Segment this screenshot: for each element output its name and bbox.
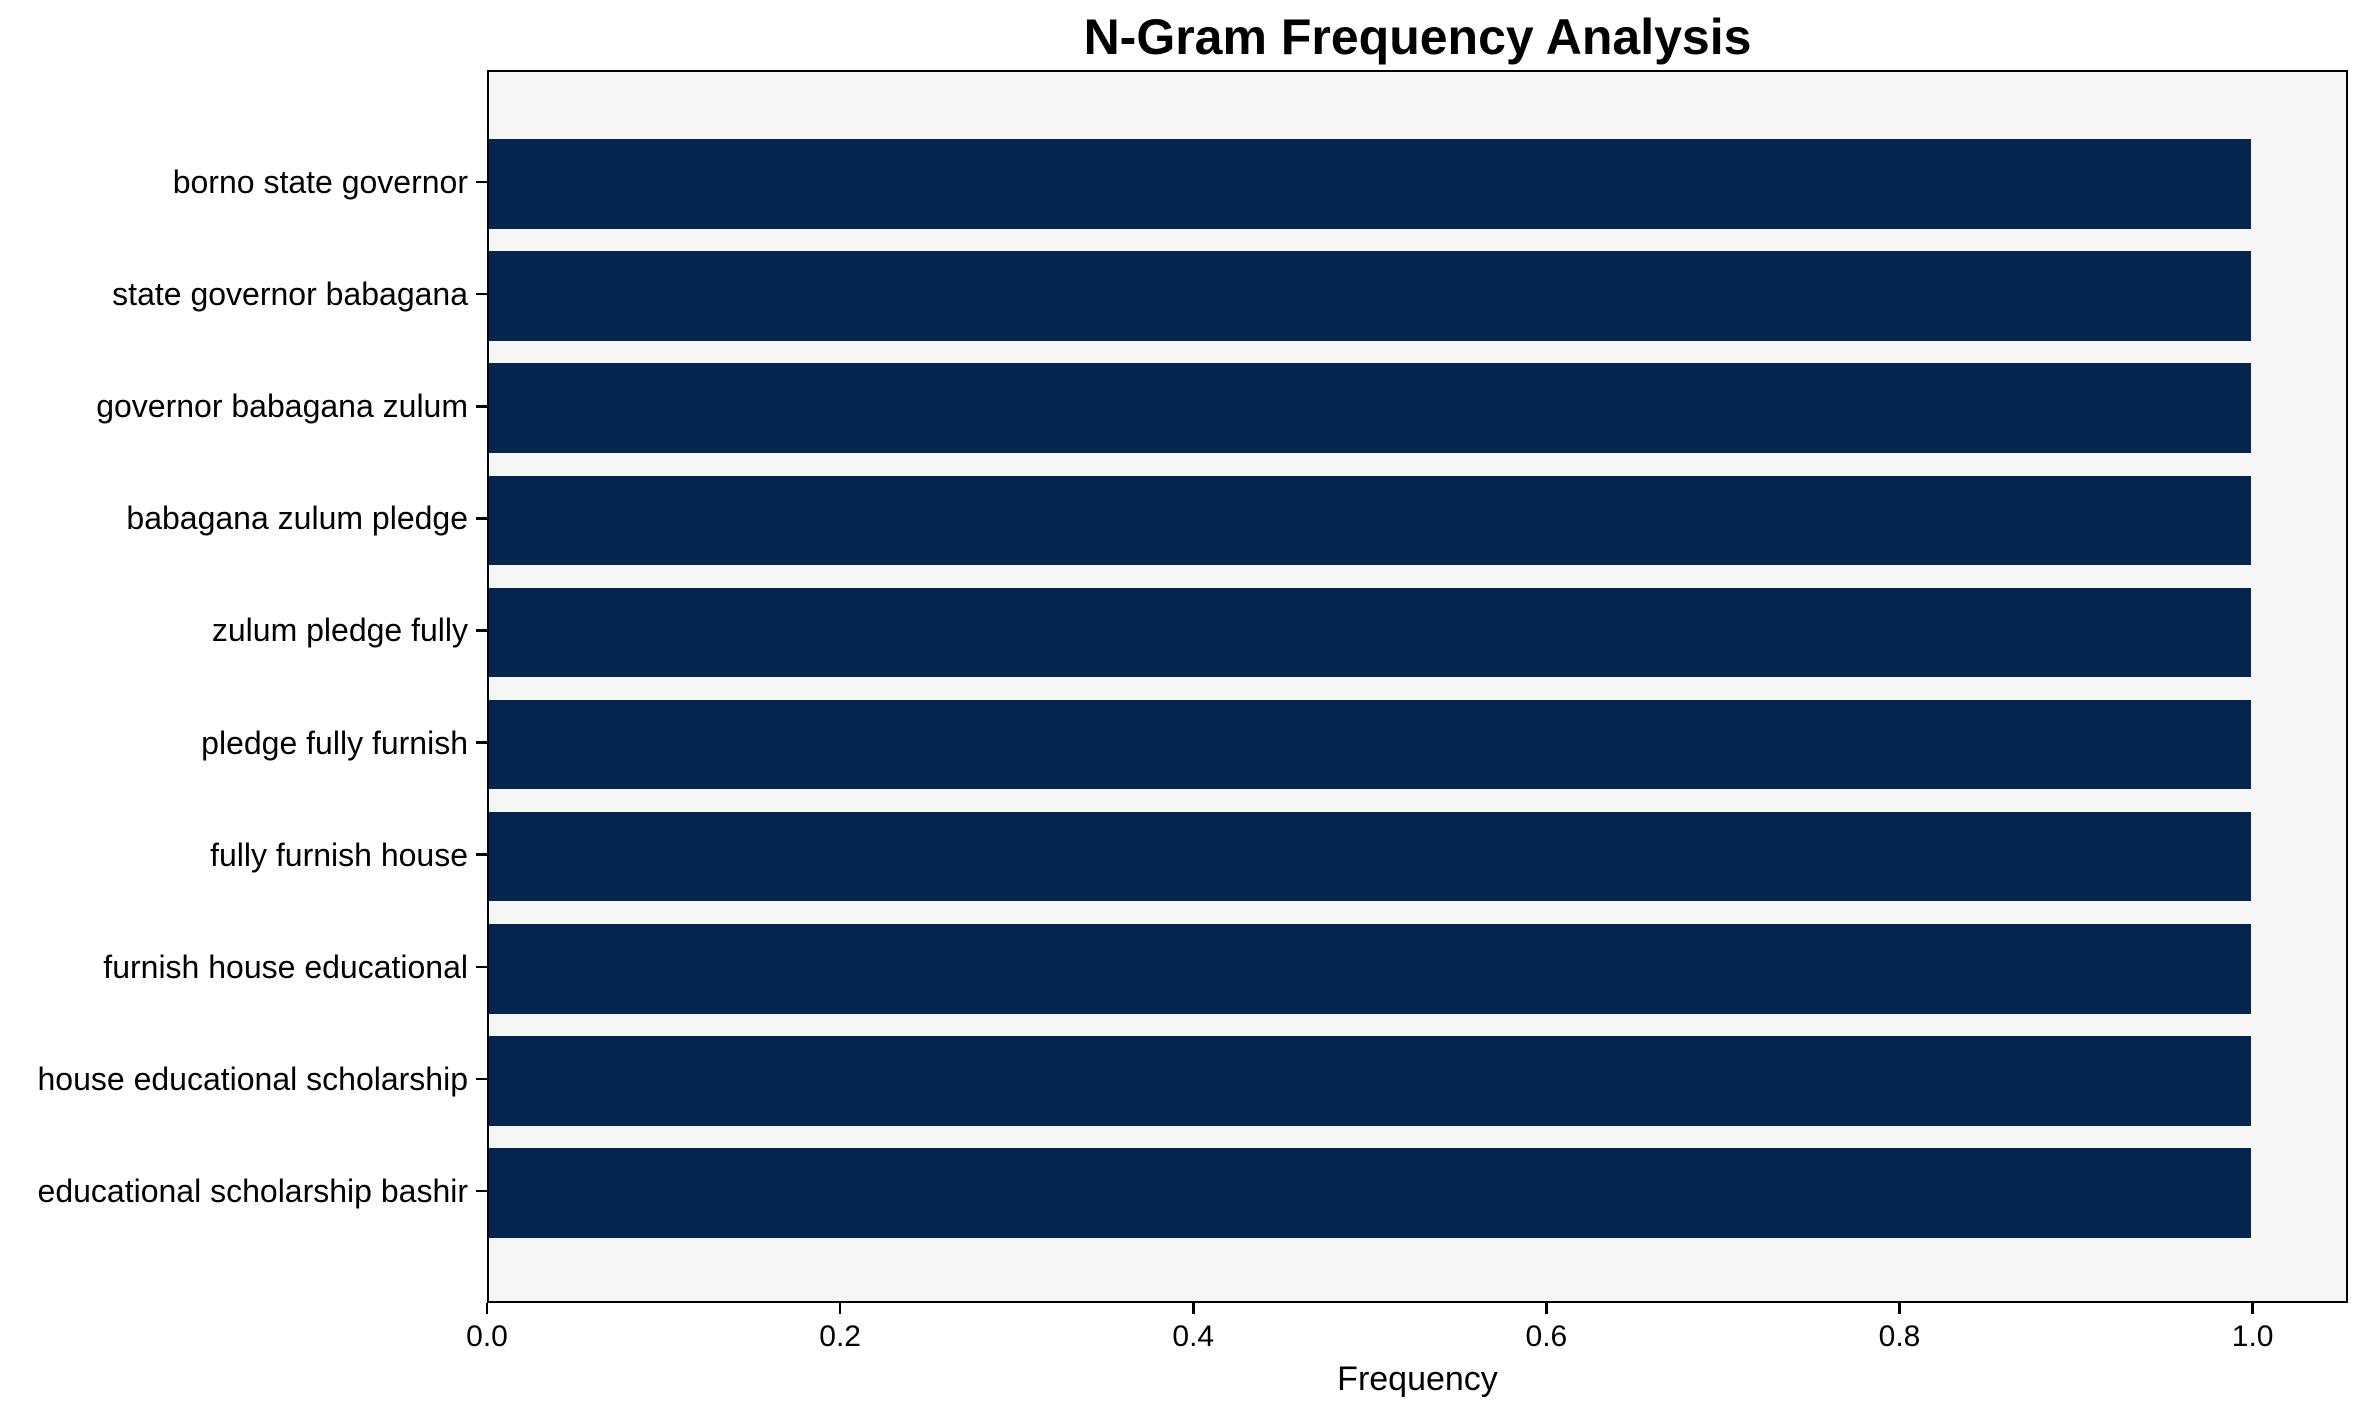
x-tick-mark — [1898, 1303, 1901, 1314]
y-tick-mark — [476, 1077, 487, 1081]
x-tick-label: 0.6 — [1525, 1320, 1568, 1353]
y-tick-mark — [476, 853, 487, 856]
y-tick-label: borno state governor — [172, 164, 468, 201]
bar — [489, 139, 2251, 229]
x-axis-title: Frequency — [1337, 1360, 1498, 1398]
y-tick-label: babagana zulum pledge — [126, 500, 468, 537]
bar — [489, 251, 2251, 341]
y-tick-label: pledge fully furnish — [201, 724, 468, 761]
y-tick-mark — [476, 292, 487, 296]
y-tick-mark — [476, 629, 487, 632]
y-tick-mark — [476, 517, 487, 520]
y-tick-mark — [476, 180, 487, 184]
x-tick-mark — [1192, 1303, 1195, 1314]
x-tick-label: 0.2 — [819, 1320, 861, 1353]
x-tick-label: 0.0 — [466, 1320, 508, 1353]
chart-title: N-Gram Frequency Analysis — [1083, 9, 1752, 65]
x-tick-label: 0.8 — [1878, 1320, 1921, 1353]
bar — [489, 811, 2251, 902]
y-tick-mark — [476, 1189, 487, 1193]
bar — [489, 923, 2251, 1014]
y-tick-mark — [476, 741, 487, 744]
y-tick-label: furnish house educational — [103, 948, 468, 985]
bar — [489, 363, 2251, 454]
y-axis: borno state governor state governor babag… — [0, 70, 468, 1303]
y-tick-label: house educational scholarship — [37, 1060, 468, 1097]
y-tick-label: governor babagana zulum — [96, 388, 468, 425]
bar — [489, 699, 2251, 790]
y-tick-label: zulum pledge fully — [211, 612, 468, 649]
x-tick-label: 0.4 — [1172, 1320, 1215, 1353]
x-tick-mark — [838, 1303, 842, 1314]
x-tick-mark — [1545, 1303, 1548, 1314]
bar — [489, 475, 2251, 566]
y-tick-label: fully furnish house — [210, 836, 468, 873]
y-tick-mark — [476, 965, 487, 968]
x-tick-mark — [2251, 1303, 2254, 1314]
y-tick-label: state governor babagana — [112, 276, 468, 313]
x-tick-mark — [485, 1303, 489, 1314]
bar — [489, 587, 2251, 678]
y-tick-label: educational scholarship bashir — [37, 1172, 468, 1209]
bar — [489, 1148, 2251, 1238]
y-tick-mark — [476, 405, 487, 408]
bar — [489, 1036, 2251, 1126]
x-tick-label: 1.0 — [2231, 1320, 2274, 1353]
plot-area — [487, 70, 2348, 1303]
